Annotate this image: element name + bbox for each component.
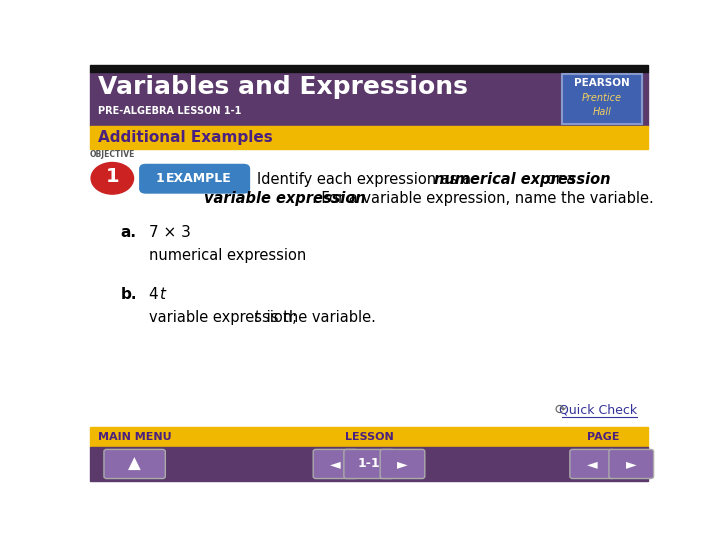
Text: 1: 1 xyxy=(106,167,119,186)
Bar xyxy=(562,75,642,124)
Text: b.: b. xyxy=(121,287,138,302)
Text: or a: or a xyxy=(542,172,575,187)
Text: variable expression: variable expression xyxy=(204,191,366,206)
Text: Identify each expression as a: Identify each expression as a xyxy=(258,172,476,187)
FancyBboxPatch shape xyxy=(139,164,250,194)
Text: Quick Check: Quick Check xyxy=(559,403,637,416)
Bar xyxy=(562,75,642,124)
Bar xyxy=(90,427,648,447)
Text: EXAMPLE: EXAMPLE xyxy=(166,172,232,185)
Text: PRE-ALGEBRA LESSON 1-1: PRE-ALGEBRA LESSON 1-1 xyxy=(99,106,242,116)
FancyBboxPatch shape xyxy=(570,449,615,478)
Circle shape xyxy=(91,163,133,194)
Bar xyxy=(90,126,648,149)
Bar xyxy=(90,447,648,481)
FancyBboxPatch shape xyxy=(104,449,166,478)
Text: t: t xyxy=(158,287,165,302)
Text: a.: a. xyxy=(121,225,137,240)
Text: ◄: ◄ xyxy=(587,457,598,471)
Text: Additional Examples: Additional Examples xyxy=(99,130,273,145)
Text: variable expression;: variable expression; xyxy=(148,310,302,325)
Text: numerical expression: numerical expression xyxy=(434,172,611,187)
Text: ⟳: ⟳ xyxy=(554,403,566,417)
Text: PAGE: PAGE xyxy=(587,432,620,442)
Text: ►: ► xyxy=(626,457,636,471)
FancyBboxPatch shape xyxy=(313,449,358,478)
Text: . For a variable expression, name the variable.: . For a variable expression, name the va… xyxy=(312,191,653,206)
Text: 1-1: 1-1 xyxy=(358,457,380,470)
Text: t: t xyxy=(253,310,259,325)
Text: Variables and Expressions: Variables and Expressions xyxy=(99,76,468,99)
Text: ◄: ◄ xyxy=(330,457,341,471)
Text: ►: ► xyxy=(397,457,408,471)
FancyBboxPatch shape xyxy=(380,449,425,478)
Bar xyxy=(90,72,648,126)
Text: 7 × 3: 7 × 3 xyxy=(148,225,191,240)
Text: Hall: Hall xyxy=(593,107,611,117)
Text: MAIN MENU: MAIN MENU xyxy=(98,432,171,442)
Text: PEARSON: PEARSON xyxy=(574,78,630,89)
Text: Prentice: Prentice xyxy=(582,93,622,103)
Text: OBJECTIVE: OBJECTIVE xyxy=(89,150,135,159)
Text: is the variable.: is the variable. xyxy=(262,310,377,325)
Text: LESSON: LESSON xyxy=(345,432,393,442)
FancyBboxPatch shape xyxy=(344,449,394,478)
Text: 1: 1 xyxy=(156,172,164,185)
Text: numerical expression: numerical expression xyxy=(148,248,306,263)
Bar xyxy=(90,65,648,72)
Text: ▲: ▲ xyxy=(128,455,141,473)
FancyBboxPatch shape xyxy=(609,449,654,478)
Text: 4: 4 xyxy=(148,287,158,302)
